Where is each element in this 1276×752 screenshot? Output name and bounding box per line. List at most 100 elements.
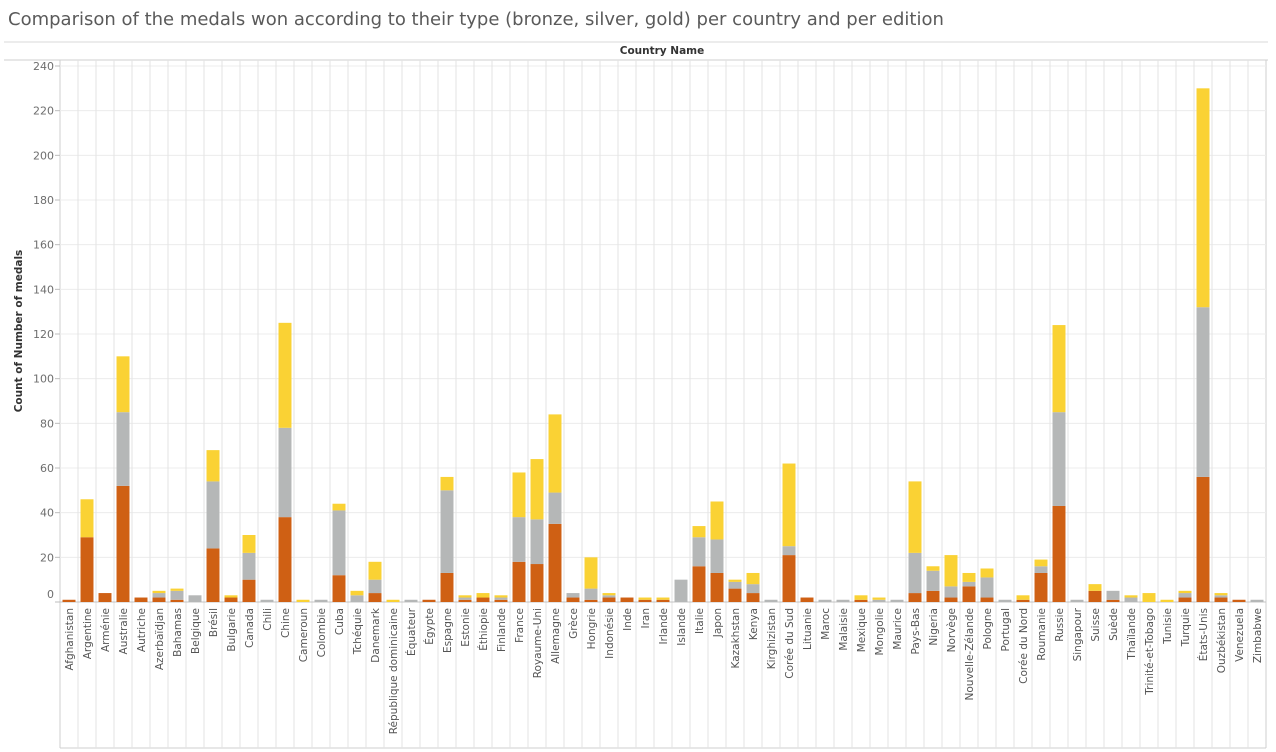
x-tick-label: Canada xyxy=(244,608,256,648)
bar-gold xyxy=(530,459,544,520)
x-tick-label: Nouvelle-Zélande xyxy=(964,608,976,700)
bar-silver xyxy=(674,579,688,602)
bar-bronze xyxy=(944,597,958,602)
chart-title: Comparison of the medals won according t… xyxy=(8,9,944,30)
bar-gold xyxy=(1178,590,1192,594)
x-tick-label: Irlande xyxy=(658,608,670,645)
bar-bronze xyxy=(638,599,652,602)
x-tick-label: Malaisie xyxy=(838,608,850,651)
bar-bronze xyxy=(1178,597,1192,602)
bar-bronze xyxy=(134,597,148,602)
x-tick-label: Brésil xyxy=(208,608,220,637)
x-tick-label: Équateur xyxy=(405,607,418,656)
bar-gold xyxy=(1214,593,1228,596)
bar-bronze xyxy=(908,593,922,602)
x-tick-label: Tchéquie xyxy=(352,608,364,655)
bar-bronze xyxy=(548,523,562,602)
y-tick-label: 120 xyxy=(33,328,54,341)
x-tick-label: Grèce xyxy=(568,608,580,639)
x-tick-label: Iran xyxy=(640,608,652,629)
bar-bronze xyxy=(224,597,238,602)
bar-bronze xyxy=(422,599,436,602)
column-separators xyxy=(60,60,1266,748)
bar-gold xyxy=(1196,88,1210,308)
x-tick-label: France xyxy=(514,608,526,643)
bar-silver xyxy=(1070,599,1084,602)
bar-bronze xyxy=(1034,572,1048,602)
y-axis-ticks: 0 20 40 60 80 100 120 140 160 180 200 220 240 xyxy=(33,60,60,603)
bar-bronze xyxy=(278,517,292,602)
bar-silver xyxy=(530,519,544,565)
bar-silver xyxy=(962,581,976,587)
bar-bronze xyxy=(800,597,814,602)
bar-gold xyxy=(1052,325,1066,413)
bar-silver xyxy=(926,570,940,591)
x-tick-label: Singapour xyxy=(1072,607,1084,661)
y-tick-label: 220 xyxy=(33,105,54,118)
bar-bronze xyxy=(782,555,796,602)
bar-silver xyxy=(692,537,706,567)
x-tick-label: Nigeria xyxy=(928,608,940,646)
x-tick-label: Pologne xyxy=(982,608,994,650)
bar-silver xyxy=(1052,412,1066,506)
y-tick-label: 240 xyxy=(33,60,54,73)
bar-silver xyxy=(908,552,922,594)
bar-gold xyxy=(80,499,94,538)
x-tick-label: Belgique xyxy=(190,608,202,654)
x-tick-label: Portugal xyxy=(1000,608,1012,652)
bar-bronze xyxy=(854,599,868,602)
bar-bronze xyxy=(1214,597,1228,602)
x-tick-label: Égypte xyxy=(423,608,436,645)
x-tick-label: Bahamas xyxy=(172,608,184,657)
x-tick-label: Trinité-et-Tobago xyxy=(1144,608,1156,696)
y-tick-label: 0 xyxy=(47,588,54,601)
bar-gold xyxy=(242,535,256,553)
x-tick-label: Turquie xyxy=(1180,608,1192,647)
x-tick-label: Mongolie xyxy=(874,608,886,656)
bar-gold xyxy=(476,593,490,598)
bar-gold xyxy=(602,593,616,596)
bar-gold xyxy=(692,526,706,538)
x-tick-label: Ouzbékistan xyxy=(1216,608,1228,673)
x-tick-label: Corée du Sud xyxy=(784,608,796,679)
bar-bronze xyxy=(62,599,76,602)
bar-silver xyxy=(710,539,724,573)
bar-bronze xyxy=(170,599,184,602)
bar-silver xyxy=(818,599,832,602)
x-axis-labels: Afghanistan Argentine Arménie Australie Autr… xyxy=(64,607,1264,734)
x-tick-label: Afghanistan xyxy=(64,608,76,671)
x-tick-label: Royaume-Uni xyxy=(532,608,544,678)
bar-gold xyxy=(1034,559,1048,567)
bar-silver xyxy=(494,597,508,600)
bar-gold xyxy=(962,572,976,582)
bar-gold xyxy=(440,476,454,491)
bar-gold xyxy=(224,595,238,598)
bar-gold xyxy=(656,597,670,600)
x-tick-label: Allemagne xyxy=(550,608,562,664)
bar-silver xyxy=(116,412,130,486)
x-tick-label: République dominicaine xyxy=(388,608,400,734)
x-tick-label: Éthiopie xyxy=(477,608,490,651)
x-tick-label: Roumanie xyxy=(1036,608,1048,661)
x-tick-label: Hongrie xyxy=(586,608,598,649)
bar-gold xyxy=(206,450,220,482)
bar-bronze xyxy=(1052,505,1066,602)
y-tick-label: 40 xyxy=(40,507,54,520)
bar-silver xyxy=(602,595,616,598)
bar-silver xyxy=(512,517,526,562)
bar-gold xyxy=(512,472,526,518)
bar-silver xyxy=(1034,566,1048,573)
bar-silver xyxy=(260,599,274,602)
bar-bronze xyxy=(1016,599,1030,602)
x-tick-label: Kirghizistan xyxy=(766,608,778,669)
bar-silver xyxy=(314,599,328,602)
bar-gold xyxy=(170,588,184,591)
x-tick-label: Chine xyxy=(280,608,292,638)
x-tick-label: Suède xyxy=(1108,608,1120,641)
x-tick-label: Italie xyxy=(694,608,706,634)
bar-silver xyxy=(440,490,454,573)
bar-gold xyxy=(332,503,346,511)
x-tick-label: Mexique xyxy=(856,608,868,652)
bar-silver xyxy=(170,590,184,600)
bar-silver xyxy=(278,427,292,518)
